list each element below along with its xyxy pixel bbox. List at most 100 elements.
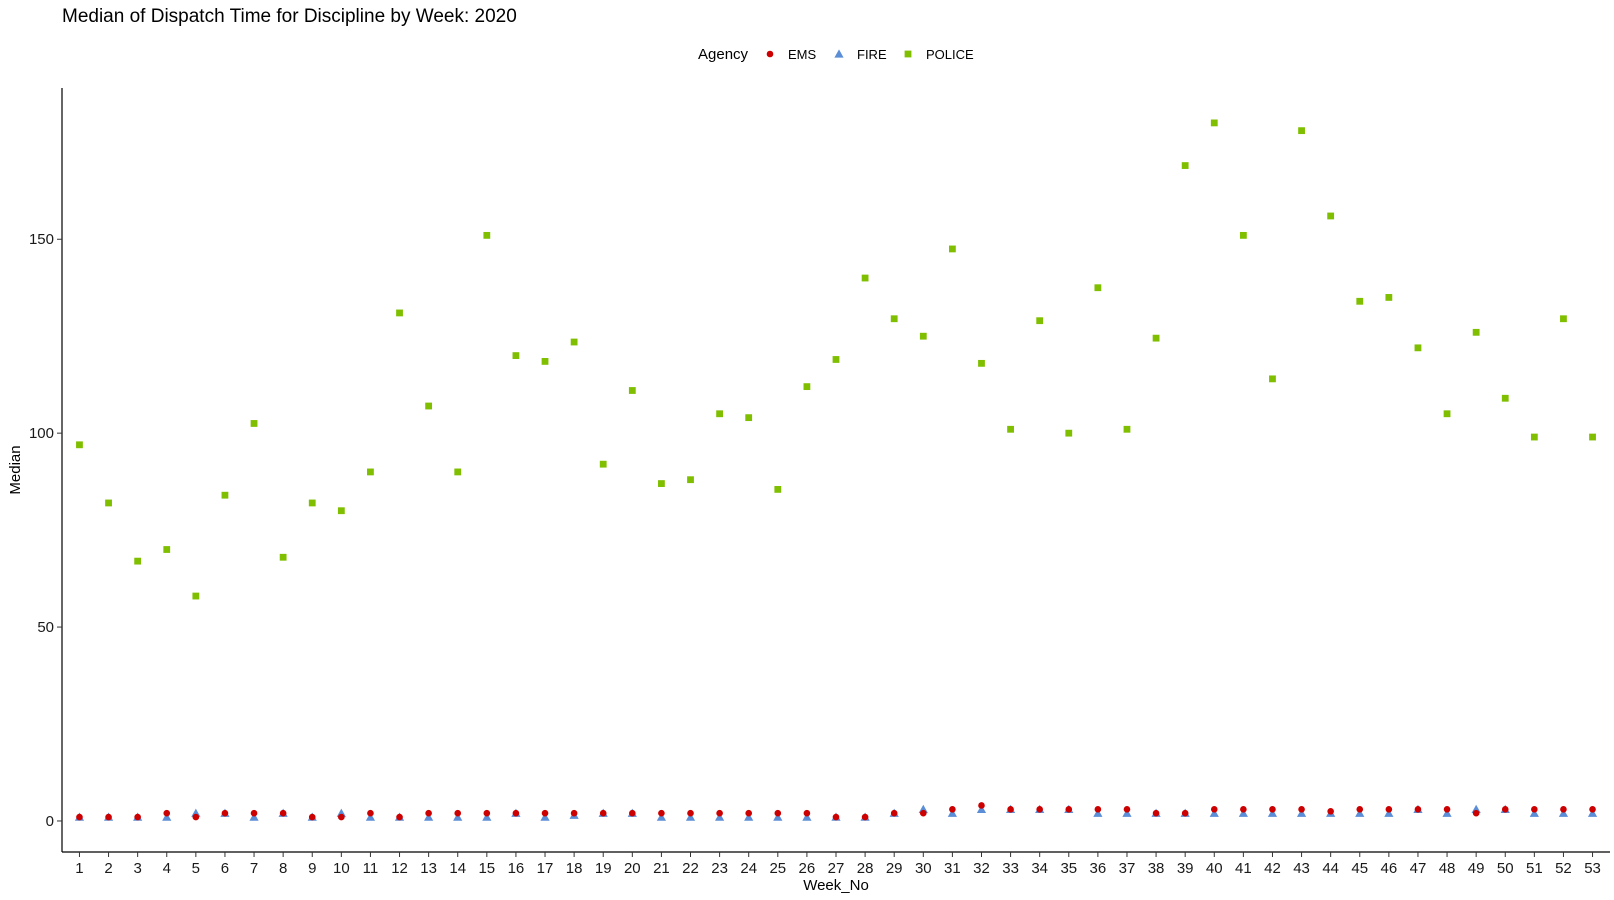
point-police-week-13	[425, 402, 433, 410]
x-tick-label: 19	[595, 860, 612, 877]
point-ems-week-23	[716, 809, 723, 817]
point-ems-week-7	[250, 809, 258, 817]
point-ems-week-27	[832, 813, 840, 821]
point-ems-week-31	[949, 806, 956, 813]
point-police-week-24	[745, 414, 753, 422]
x-axis-title: Week_No	[803, 877, 869, 894]
x-tick-label: 31	[944, 860, 961, 877]
point-ems-week-11	[367, 809, 374, 817]
point-ems-week-42	[1269, 806, 1276, 813]
point-fire-week-24	[744, 812, 754, 821]
point-fire-week-52	[1558, 808, 1569, 817]
point-police-week-25	[774, 485, 782, 493]
x-tick-label: 15	[478, 860, 495, 877]
point-fire-week-43	[1296, 808, 1307, 817]
point-fire-week-26	[802, 812, 812, 821]
point-ems-week-39	[1181, 809, 1189, 817]
point-ems-week-40	[1210, 806, 1218, 813]
point-police-week-16	[512, 352, 520, 359]
point-police-week-44	[1327, 212, 1335, 220]
point-fire-week-42	[1267, 808, 1278, 817]
point-ems-week-20	[629, 809, 636, 817]
point-police-week-20	[628, 387, 636, 394]
x-tick-label: 38	[1148, 860, 1165, 877]
point-police-week-18	[570, 338, 578, 346]
point-police-week-33	[1007, 425, 1014, 433]
point-police-week-27	[832, 356, 840, 363]
point-fire-week-7	[249, 812, 259, 821]
x-tick-label: 28	[857, 860, 874, 877]
point-ems-week-26	[803, 809, 811, 817]
x-tick-label: 3	[133, 860, 141, 877]
chart-title: Median of Dispatch Time for Discipline b…	[62, 6, 517, 27]
x-tick-label: 22	[682, 860, 699, 877]
x-tick-label: 35	[1060, 860, 1077, 877]
x-tick-label: 52	[1555, 860, 1572, 877]
point-ems-week-12	[396, 813, 403, 821]
x-tick-label: 27	[828, 860, 845, 877]
point-police-week-46	[1385, 294, 1393, 301]
point-fire-week-31	[947, 808, 957, 817]
point-ems-week-46	[1385, 806, 1393, 813]
legend-label-police: POLICE	[926, 47, 974, 62]
point-fire-week-53	[1587, 808, 1598, 817]
point-police-week-10	[337, 507, 345, 515]
point-ems-week-14	[454, 809, 462, 817]
point-ems-week-24	[745, 809, 753, 817]
x-tick-label: 53	[1584, 860, 1601, 877]
point-ems-week-3	[134, 813, 141, 821]
point-fire-week-45	[1355, 808, 1365, 817]
x-tick-label: 40	[1206, 860, 1223, 877]
point-police-week-4	[163, 546, 171, 553]
x-tick-label: 16	[508, 860, 525, 877]
x-tick-label: 44	[1322, 860, 1339, 877]
x-tick-label: 6	[221, 860, 229, 877]
point-police-week-49	[1472, 328, 1480, 336]
point-police-week-39	[1181, 162, 1189, 169]
point-police-week-3	[134, 557, 142, 565]
point-fire-week-4	[162, 812, 172, 821]
x-tick-label: 39	[1177, 860, 1194, 877]
point-ems-week-38	[1152, 809, 1160, 817]
y-tick-label: 0	[46, 813, 54, 830]
point-police-week-5	[192, 592, 200, 600]
point-police-week-28	[861, 274, 869, 282]
point-ems-week-37	[1123, 806, 1131, 813]
x-tick-label: 12	[391, 860, 408, 877]
point-ems-week-13	[425, 809, 432, 817]
x-tick-label: 24	[740, 860, 757, 877]
point-ems-week-41	[1240, 806, 1247, 813]
point-police-week-12	[396, 309, 403, 317]
x-tick-label: 33	[1002, 860, 1019, 877]
point-police-week-40	[1210, 119, 1218, 127]
point-fire-week-46	[1384, 808, 1394, 817]
point-police-week-15	[483, 231, 491, 239]
point-ems-week-48	[1443, 806, 1451, 813]
x-tick-label: 8	[279, 860, 287, 877]
point-police-week-19	[599, 460, 607, 468]
point-police-week-42	[1269, 375, 1276, 383]
x-tick-label: 43	[1293, 860, 1310, 877]
x-tick-label: 26	[799, 860, 816, 877]
point-police-week-22	[687, 476, 694, 484]
point-police-week-29	[890, 315, 898, 323]
point-ems-week-19	[599, 809, 607, 817]
point-fire-week-11	[365, 812, 376, 821]
x-tick-label: 10	[333, 860, 350, 877]
point-police-week-26	[803, 383, 811, 391]
point-police-week-52	[1560, 315, 1567, 323]
x-tick-label: 50	[1497, 860, 1514, 877]
legend-title: Agency	[698, 46, 749, 63]
point-police-week-14	[454, 468, 462, 476]
point-police-week-8	[279, 553, 287, 561]
x-tick-label: 42	[1264, 860, 1281, 877]
point-ems-week-21	[658, 809, 665, 817]
point-ems-week-32	[978, 802, 985, 809]
point-ems-week-2	[105, 813, 112, 821]
point-ems-week-1	[76, 813, 83, 821]
x-tick-label: 18	[566, 860, 583, 877]
x-tick-label: 2	[104, 860, 112, 877]
point-police-week-21	[658, 480, 665, 487]
legend-label-ems: EMS	[788, 47, 817, 62]
